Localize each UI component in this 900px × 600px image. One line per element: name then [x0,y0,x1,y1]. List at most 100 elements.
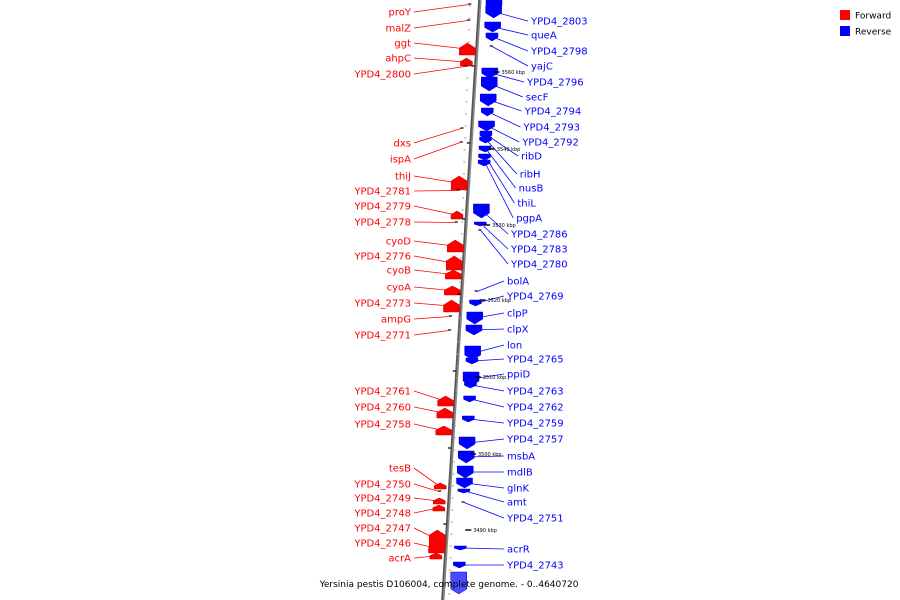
reverse-gene-arrow-34[interactable] [453,561,466,569]
reverse-gene-label[interactable]: YPD4_2759 [506,419,564,430]
reverse-gene-arrow-b[interactable] [450,571,467,595]
forward-gene-arrow-3[interactable] [460,57,473,67]
reverse-gene-label[interactable]: YPD4_2743 [506,561,564,572]
forward-gene-label[interactable]: YPD4_2748 [353,509,411,520]
forward-gene-label[interactable]: YPD4_2779 [353,202,411,213]
reverse-gene-arrow-1[interactable] [484,21,501,33]
forward-gene-label[interactable]: ggt [394,39,411,50]
forward-gene-label[interactable]: YPD4_2773 [353,299,411,310]
reverse-gene-arrow-22[interactable] [465,357,479,365]
forward-gene-label[interactable]: dxs [394,139,411,150]
forward-gene-label[interactable]: YPD4_2747 [353,524,411,535]
reverse-gene-arrow-20[interactable] [465,324,483,336]
forward-gene-label[interactable]: YPD4_2776 [353,252,411,263]
reverse-gene-label[interactable]: YPD4_2786 [510,230,568,241]
forward-gene-label[interactable]: thiJ [395,172,411,183]
reverse-gene-arrow-12[interactable] [478,153,491,161]
forward-gene-arrow-19[interactable] [436,407,454,419]
reverse-gene-arrow-28[interactable] [457,450,475,464]
reverse-gene-arrow-27[interactable] [458,436,476,450]
reverse-gene-arrow-30[interactable] [456,477,473,489]
reverse-gene-label[interactable]: bolA [507,277,529,288]
reverse-gene-arrow-31[interactable] [457,488,471,494]
reverse-gene-label[interactable]: ribD [521,152,542,163]
reverse-gene-label[interactable]: amt [507,498,527,509]
reverse-gene-label[interactable]: YPD4_2765 [506,355,564,366]
forward-gene-label[interactable]: ahpC [385,54,411,65]
forward-gene-label[interactable]: YPD4_2781 [353,187,411,198]
reverse-gene-label[interactable]: secF [526,93,549,104]
reverse-gene-arrow-15[interactable] [474,221,487,227]
reverse-gene-arrow-21[interactable] [464,345,481,361]
reverse-gene-arrow-4[interactable] [481,67,499,79]
forward-gene-label[interactable]: YPD4_2771 [353,331,411,342]
reverse-gene-label[interactable]: YPD4_2794 [524,107,582,118]
reverse-gene-arrow-33[interactable] [454,545,467,551]
reverse-gene-arrow-2[interactable] [485,32,499,42]
forward-gene-arrow-21[interactable] [433,482,447,490]
forward-gene-label[interactable]: proY [389,8,412,19]
forward-gene-arrow-24[interactable] [432,504,446,512]
forward-gene-arrow-15[interactable] [443,299,460,313]
forward-gene-label[interactable]: malZ [386,24,412,35]
reverse-gene-label[interactable]: YPD4_2783 [510,245,568,256]
reverse-gene-label[interactable]: YPD4_2762 [506,403,564,414]
reverse-gene-label[interactable]: queA [531,31,557,42]
forward-gene-arrow-2[interactable] [459,42,476,56]
reverse-gene-arrow-24[interactable] [464,381,477,389]
reverse-gene-label[interactable]: nusB [519,184,544,195]
forward-gene-arrow-14[interactable] [444,285,461,296]
forward-gene-arrow-26[interactable] [428,542,445,554]
reverse-gene-label[interactable]: glnK [507,484,529,495]
forward-gene-label[interactable]: YPD4_2760 [353,403,411,414]
forward-gene-label[interactable]: acrA [388,554,411,565]
forward-gene-arrow-13[interactable] [445,269,462,280]
reverse-gene-arrow-a[interactable] [485,0,503,11]
reverse-gene-label[interactable]: mdlB [507,468,533,479]
reverse-gene-arrow-29[interactable] [457,465,474,479]
forward-gene-arrow-12[interactable] [445,255,463,271]
reverse-gene-label[interactable]: YPD4_2803 [530,17,588,28]
forward-gene-label[interactable]: ispA [390,155,411,166]
reverse-gene-label[interactable]: YPD4_2796 [526,78,584,89]
forward-gene-arrow-11[interactable] [446,239,464,253]
forward-gene-arrow-18[interactable] [437,395,454,407]
reverse-gene-arrow-14[interactable] [473,203,490,219]
forward-gene-label[interactable]: cyoA [387,283,412,294]
forward-gene-arrow-23[interactable] [433,497,446,505]
forward-gene-label[interactable]: YPD4_2746 [353,539,411,550]
forward-gene-label[interactable]: YPD4_2761 [353,387,411,398]
reverse-gene-label[interactable]: clpP [507,309,528,320]
reverse-gene-label[interactable]: YPD4_2769 [506,292,564,303]
forward-gene-arrow-7[interactable] [450,175,468,191]
reverse-gene-label[interactable]: YPD4_2751 [506,514,564,525]
reverse-gene-label[interactable]: YPD4_2757 [506,435,564,446]
forward-gene-label[interactable]: YPD4_2750 [353,480,411,491]
forward-gene-label[interactable]: YPD4_2778 [353,218,411,229]
forward-gene-label[interactable]: cyoD [386,237,412,248]
reverse-gene-label[interactable]: YPD4_2798 [530,47,588,58]
reverse-gene-arrow-6[interactable] [479,93,497,107]
forward-gene-label[interactable]: tesB [389,464,411,475]
reverse-gene-arrow-11[interactable] [478,145,492,153]
forward-gene-label[interactable]: ampG [381,315,411,326]
reverse-gene-label[interactable]: ribH [520,170,541,181]
forward-gene-arrow-20[interactable] [435,425,452,436]
reverse-gene-arrow-18[interactable] [469,299,482,307]
reverse-gene-arrow-10[interactable] [479,136,492,144]
forward-gene-label[interactable]: YPD4_2800 [353,70,411,81]
reverse-gene-label[interactable]: pgpA [516,214,542,225]
reverse-gene-label[interactable]: YPD4_2780 [510,260,568,271]
forward-gene-label[interactable]: YPD4_2758 [353,420,411,431]
reverse-gene-label[interactable]: YPD4_2793 [522,123,580,134]
reverse-gene-label[interactable]: ppiD [507,370,530,381]
reverse-gene-label[interactable]: lon [507,341,522,352]
reverse-gene-label[interactable]: YPD4_2763 [506,387,564,398]
forward-gene-arrow-9[interactable] [450,210,464,220]
reverse-gene-label[interactable]: yajC [531,62,553,73]
reverse-gene-label[interactable]: clpX [507,325,529,336]
reverse-gene-arrow-26[interactable] [462,415,475,423]
forward-gene-label[interactable]: YPD4_2749 [353,494,411,505]
reverse-gene-arrow-19[interactable] [466,311,484,325]
reverse-gene-arrow-5[interactable] [481,76,498,92]
